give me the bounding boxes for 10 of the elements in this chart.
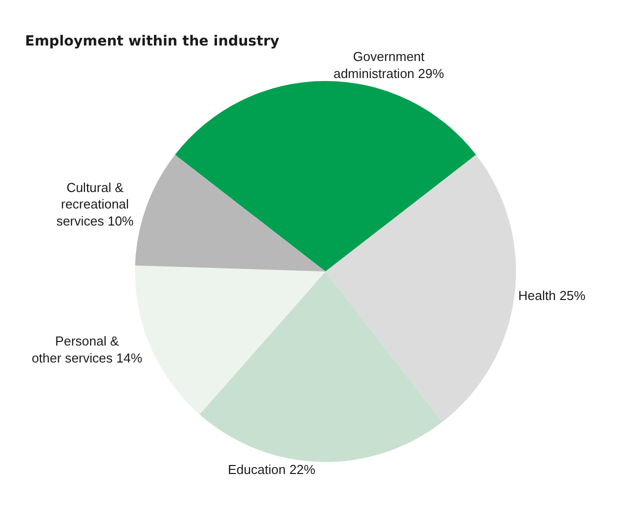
slice-label: Cultural & recreational services 10% xyxy=(56,180,134,229)
pie-slice xyxy=(326,154,516,422)
slice-label: Government administration 29% xyxy=(333,49,444,81)
slice-label: Education 22% xyxy=(228,462,316,477)
pie-slice xyxy=(174,81,476,272)
pie-slice xyxy=(200,272,442,462)
pie-slice xyxy=(135,154,326,272)
chart-title: Employment within the industry xyxy=(25,34,280,50)
slice-label: Health 25% xyxy=(518,288,586,303)
slice-label: Personal & other services 14% xyxy=(32,334,143,366)
